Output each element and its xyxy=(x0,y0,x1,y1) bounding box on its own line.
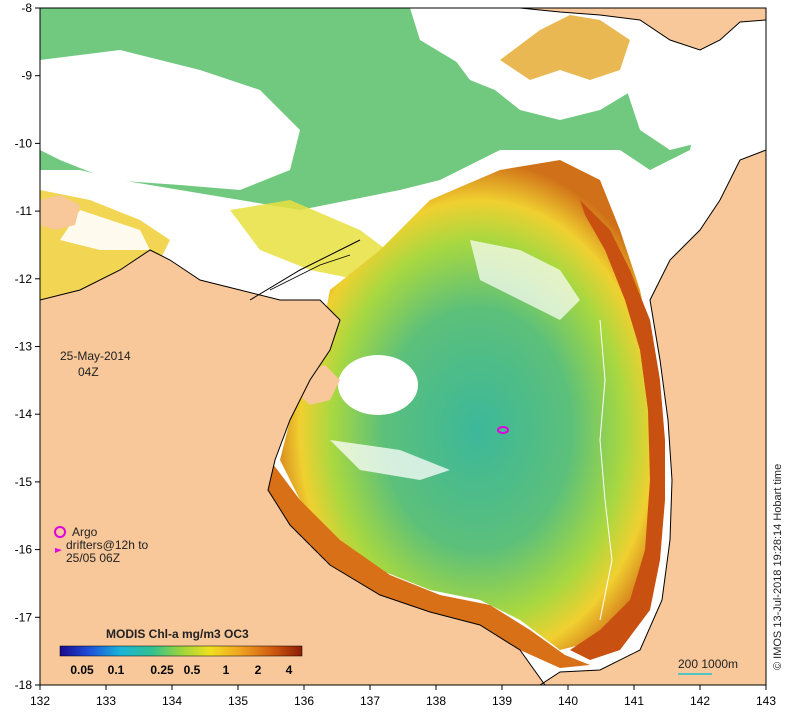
colorbar-tick-label: 2 xyxy=(255,663,262,677)
land-cape-york xyxy=(540,150,766,685)
y-tick-label: -18 xyxy=(15,678,33,692)
x-tick-label: 134 xyxy=(162,694,182,708)
northern-coastal-high-chl xyxy=(500,15,630,80)
x-tick-label: 138 xyxy=(426,694,446,708)
x-tick-label: 135 xyxy=(228,694,248,708)
y-tick-label: -9 xyxy=(21,69,32,83)
land-tiwi-islands xyxy=(40,195,80,230)
colorbar-tick-label: 0.5 xyxy=(184,663,201,677)
x-tick-label: 143 xyxy=(756,694,776,708)
x-tick-label: 133 xyxy=(96,694,116,708)
colorbar-title: MODIS Chl-a mg/m3 OC3 xyxy=(106,627,249,641)
x-tick-label: 139 xyxy=(492,694,512,708)
y-tick-label: -10 xyxy=(15,136,33,150)
colorbar-tick-label: 0.05 xyxy=(70,663,94,677)
cloud-patch-north-west xyxy=(40,50,300,190)
x-tick-label: 142 xyxy=(690,694,710,708)
cloud-patch-gulf-north xyxy=(470,240,580,320)
x-tick-label: 137 xyxy=(360,694,380,708)
drifter-legend-icon xyxy=(55,548,62,553)
cloud-patch-north-east-2 xyxy=(620,60,720,150)
y-tick-label: -17 xyxy=(15,610,33,624)
y-axis: -8 -9 -10 -11 -12 -13 -14 -15 -16 -17 -18 xyxy=(15,1,40,692)
land-groote-eylandt xyxy=(296,365,340,405)
colorbar-tick-label: 1 xyxy=(223,663,230,677)
x-tick-label: 141 xyxy=(624,694,644,708)
y-tick-label: -13 xyxy=(15,340,33,354)
colorbar-ticks: 0.05 0.1 0.25 0.5 1 2 4 xyxy=(70,663,292,677)
southern-coastal-high-chl xyxy=(268,460,590,668)
x-tick-label: 132 xyxy=(30,694,50,708)
y-tick-label: -12 xyxy=(15,272,33,286)
argo-legend-label: Argo xyxy=(72,525,98,539)
colorbar-tick-label: 0.25 xyxy=(150,663,174,677)
date-label: 25-May-2014 xyxy=(60,349,131,363)
land-arnhem-land xyxy=(40,250,545,685)
eastern-coastal-high-chl xyxy=(570,200,665,660)
x-tick-label: 136 xyxy=(294,694,314,708)
argo-float-marker[interactable] xyxy=(497,426,509,434)
drifters-legend-line1: drifters@12h to xyxy=(66,538,149,552)
x-axis: 132 133 134 135 136 137 138 139 140 141 142 143 xyxy=(30,685,776,708)
colorbar-tick-label: 0.1 xyxy=(108,663,125,677)
scale-bar-label: 200 1000m xyxy=(678,657,738,671)
y-tick-label: -16 xyxy=(15,543,33,557)
cloud-patch-gulf-west xyxy=(338,355,418,415)
argo-legend-icon xyxy=(54,526,66,538)
colorbar-tick-label: 4 xyxy=(286,663,293,677)
x-tick-label: 140 xyxy=(558,694,578,708)
land-new-guinea xyxy=(410,8,766,50)
colorbar xyxy=(59,645,303,657)
y-tick-label: -8 xyxy=(21,1,32,15)
drifters-legend-line2: 25/05 06Z xyxy=(66,551,120,565)
y-tick-label: -14 xyxy=(15,407,33,421)
time-label: 04Z xyxy=(78,365,99,379)
y-tick-label: -11 xyxy=(16,204,33,218)
y-tick-label: -15 xyxy=(15,475,33,489)
credit-text: © IMOS 13-Jul-2018 19:28:14 Hobart time xyxy=(772,464,784,670)
